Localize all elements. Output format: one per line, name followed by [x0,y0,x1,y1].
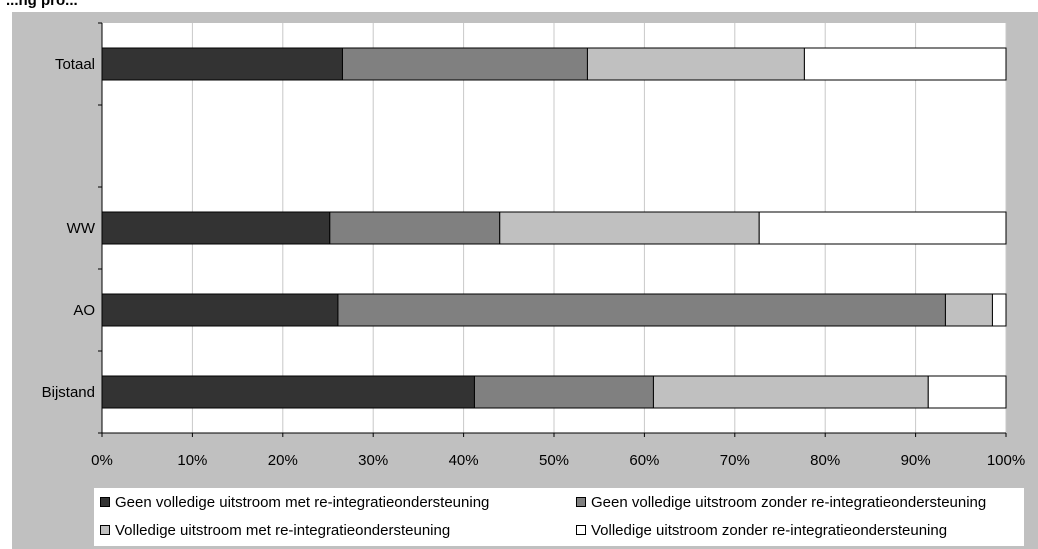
legend-label: Volledige uitstroom zonder re-integratie… [591,521,948,539]
legend-label: Volledige uitstroom met re-integratieond… [115,521,451,539]
bar-segment-4 [991,293,1007,327]
bar-segment-3 [652,375,929,409]
bar-segment-1 [101,211,331,245]
x-tick-label: 100% [987,452,1025,469]
bar-segment-2 [473,375,654,409]
category-label: Bijstand [42,384,95,401]
x-tick-label: 70% [720,452,750,469]
x-tick-label: 50% [539,452,569,469]
bar-segment-1 [101,375,475,409]
x-tick-label: 30% [358,452,388,469]
legend-area: Geen volledige uitstroom met re-integrat… [12,482,1038,549]
category-label: WW [67,220,96,237]
bar-segment-4 [927,375,1007,409]
x-tick-label: 80% [810,452,840,469]
bar-segment-2 [341,47,588,81]
x-tick-label: 40% [449,452,479,469]
clipped-header-label: ...ng pro... [6,0,78,9]
legend-item: Volledige uitstroom met re-integratieond… [100,519,450,541]
legend-swatch [100,497,110,507]
category-label: Totaal [55,56,95,73]
legend: Geen volledige uitstroom met re-integrat… [94,488,1024,546]
legend-label: Geen volledige uitstroom zonder re-integ… [591,493,987,511]
legend-swatch [576,497,586,507]
category-label: AO [73,302,95,319]
legend-label: Geen volledige uitstroom met re-integrat… [115,493,490,511]
x-tick-label: 60% [629,452,659,469]
bar-segment-1 [101,47,343,81]
legend-item: Geen volledige uitstroom met re-integrat… [100,491,489,513]
legend-swatch [576,525,586,535]
bar-segment-3 [944,293,993,327]
clipped-header-text: ...ng pro... [0,0,1038,12]
bar-segment-2 [337,293,946,327]
x-tick-label: 0% [91,452,113,469]
stacked-bar-chart: Totaal WW AO Bijstand 0% 10% 20% 30% 40% 50% 60% 70… [42,22,1025,469]
bar-segment-2 [329,211,501,245]
chart-area: Totaal WW AO Bijstand 0% 10% 20% 30% 40% 50% 60% 70… [12,12,1038,482]
bar-segment-1 [101,293,339,327]
legend-item: Geen volledige uitstroom zonder re-integ… [576,491,986,513]
bar-segment-3 [586,47,805,81]
bar-segment-3 [499,211,760,245]
x-tick-label: 20% [268,452,298,469]
legend-item: Volledige uitstroom zonder re-integratie… [576,519,947,541]
legend-swatch [100,525,110,535]
x-tick-label: 10% [177,452,207,469]
bar-segment-4 [758,211,1007,245]
x-tick-label: 90% [901,452,931,469]
bar-segment-4 [803,47,1007,81]
